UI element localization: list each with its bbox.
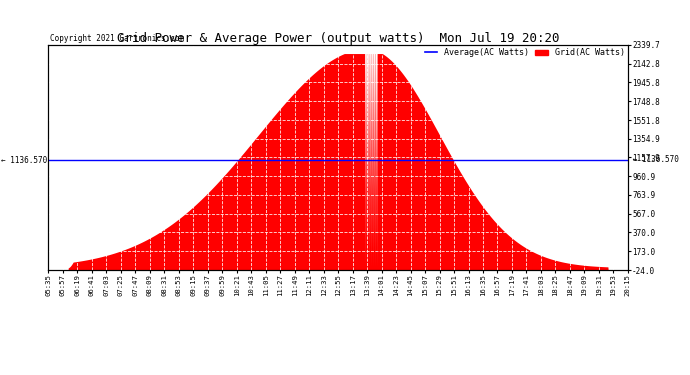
Legend: Average(AC Watts), Grid(AC Watts): Average(AC Watts), Grid(AC Watts) — [421, 45, 628, 61]
Text: Copyright 2021 Cartronics.com: Copyright 2021 Cartronics.com — [50, 34, 184, 43]
Text: ← 1136.570: ← 1136.570 — [628, 155, 679, 164]
Title: Grid Power & Average Power (output watts)  Mon Jul 19 20:20: Grid Power & Average Power (output watts… — [117, 32, 560, 45]
